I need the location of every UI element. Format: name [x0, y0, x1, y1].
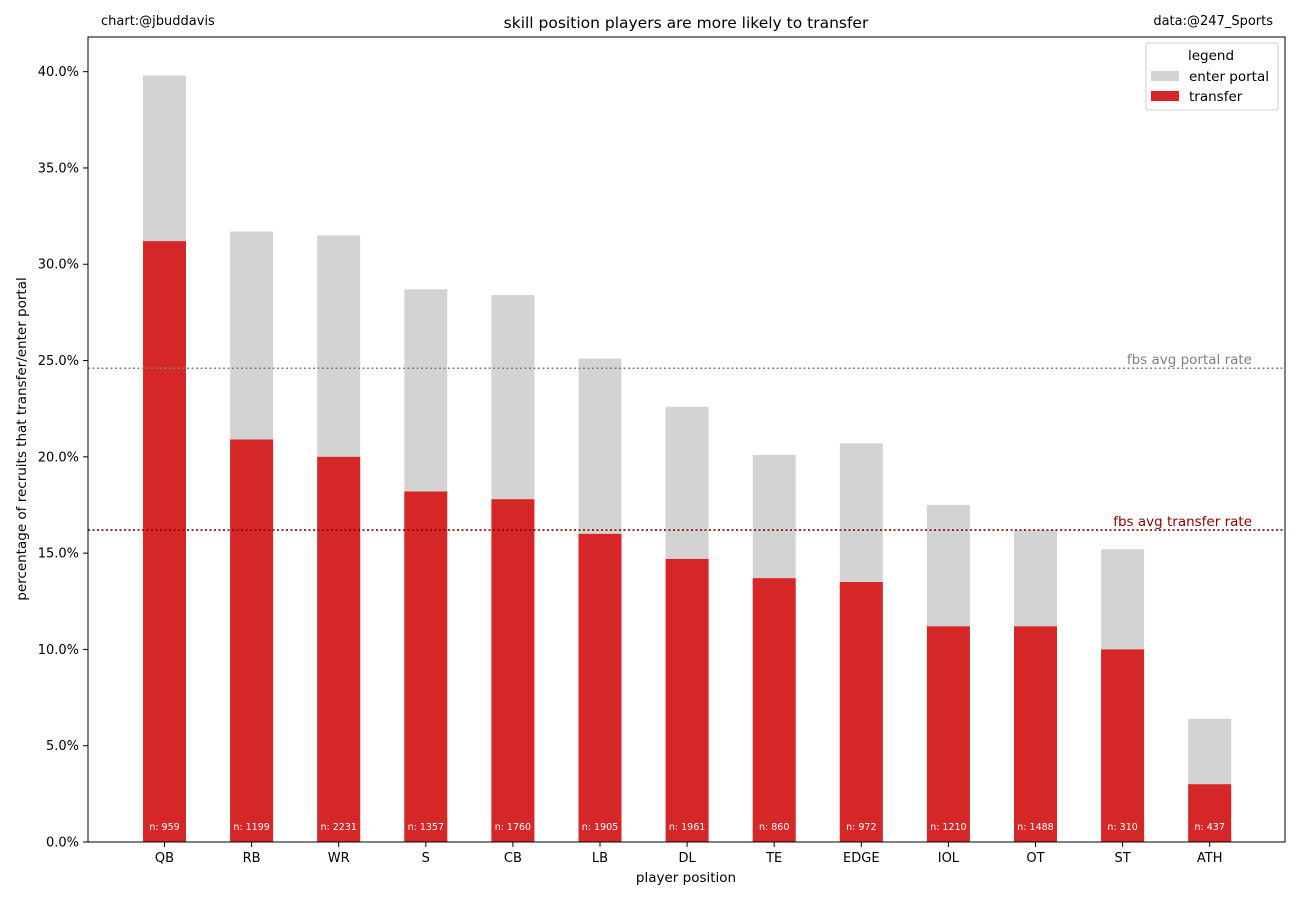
- legend-swatch-enter-portal: [1151, 71, 1179, 81]
- y-tick-label: 40.0%: [38, 65, 79, 80]
- y-tick-label: 30.0%: [38, 258, 79, 273]
- bar-count-label-dl: n: 1961: [669, 822, 705, 833]
- chart-title: skill position players are more likely t…: [504, 14, 869, 32]
- y-axis-label: percentage of recruits that transfer/ent…: [14, 277, 30, 600]
- bar-count-label-cb: n: 1760: [495, 822, 531, 833]
- bar-transfer-qb: [143, 241, 186, 842]
- y-tick-label: 25.0%: [38, 354, 79, 369]
- bar-count-label-te: n: 860: [759, 822, 789, 833]
- legend-label-transfer: transfer: [1189, 89, 1243, 105]
- x-tick-label-st: ST: [1114, 851, 1130, 866]
- bar-count-label-wr: n: 2231: [320, 822, 356, 833]
- chart-credit: chart:@jbuddavis: [101, 14, 215, 29]
- bar-transfer-te: [752, 578, 796, 842]
- x-tick-label-qb: QB: [155, 851, 174, 866]
- x-tick-label-wr: WR: [328, 851, 350, 866]
- x-tick-label-te: TE: [765, 851, 782, 866]
- data-source-credit: data:@247_Sports: [1153, 14, 1273, 29]
- bar-count-label-rb: n: 1199: [233, 822, 269, 833]
- y-tick-label: 10.0%: [38, 643, 79, 658]
- x-axis-label: player position: [636, 870, 736, 886]
- y-tick-label: 15.0%: [38, 547, 79, 562]
- bar-transfer-s: [404, 491, 448, 842]
- bar-count-label-qb: n: 959: [149, 822, 179, 833]
- plot-frame: [87, 36, 1286, 843]
- x-tick-label-s: S: [422, 851, 430, 866]
- bar-count-label-st: n: 310: [1107, 822, 1137, 833]
- x-axis: QB RB WR S CB LB DL TE EDGE IOL OT ST ATH: [155, 842, 1223, 866]
- bar-transfer-iol: [926, 626, 970, 842]
- legend-swatch-transfer: [1151, 91, 1179, 101]
- y-tick-label: 0.0%: [46, 836, 79, 851]
- legend-label-enter-portal: enter portal: [1189, 69, 1269, 85]
- y-tick-label: 35.0%: [38, 161, 79, 176]
- x-tick-label-ot: OT: [1026, 851, 1044, 866]
- reference-label-fbs-avg-portal-rate: fbs avg portal rate: [1127, 352, 1252, 368]
- bar-transfer-dl: [665, 558, 709, 842]
- bar-transfer-edge: [839, 582, 883, 842]
- x-tick-label-lb: LB: [592, 851, 608, 866]
- reference-label-fbs-avg-transfer-rate: fbs avg transfer rate: [1113, 514, 1252, 530]
- y-tick-label: 20.0%: [38, 450, 79, 465]
- legend: legend enter portal transfer: [1145, 42, 1279, 111]
- bar-transfer-lb: [578, 533, 622, 842]
- y-tick-label: 5.0%: [46, 739, 79, 754]
- y-axis: 0.0% 5.0% 10.0% 15.0% 20.0% 25.0% 30.0% 35.0% 40…: [38, 65, 88, 851]
- bar-count-label-lb: n: 1905: [582, 822, 618, 833]
- x-tick-label-iol: IOL: [938, 851, 960, 866]
- bar-count-label-iol: n: 1210: [930, 822, 966, 833]
- bars-layer: n: 959 n: 1199 n: 2231 n: 1357 n: 1760 n: 190…: [143, 75, 1232, 843]
- bar-count-label-s: n: 1357: [408, 822, 444, 833]
- bar-count-label-edge: n: 972: [846, 822, 876, 833]
- bar-transfer-cb: [491, 499, 535, 842]
- bar-count-label-ot: n: 1488: [1017, 822, 1053, 833]
- x-tick-label-dl: DL: [678, 851, 696, 866]
- x-tick-label-rb: RB: [243, 851, 261, 866]
- legend-title: legend: [1188, 48, 1234, 64]
- x-tick-label-edge: EDGE: [843, 851, 880, 866]
- bar-transfer-wr: [317, 456, 361, 842]
- bar-count-label-ath: n: 437: [1195, 822, 1225, 833]
- x-tick-label-ath: ATH: [1197, 851, 1223, 866]
- bar-transfer-ot: [1014, 626, 1057, 842]
- bar-transfer-rb: [230, 439, 274, 842]
- x-tick-label-cb: CB: [504, 851, 522, 866]
- bar-transfer-st: [1101, 649, 1145, 842]
- bar-transfer-ath: [1188, 784, 1232, 842]
- reference-lines: fbs avg portal rate fbs avg transfer rate: [88, 352, 1285, 531]
